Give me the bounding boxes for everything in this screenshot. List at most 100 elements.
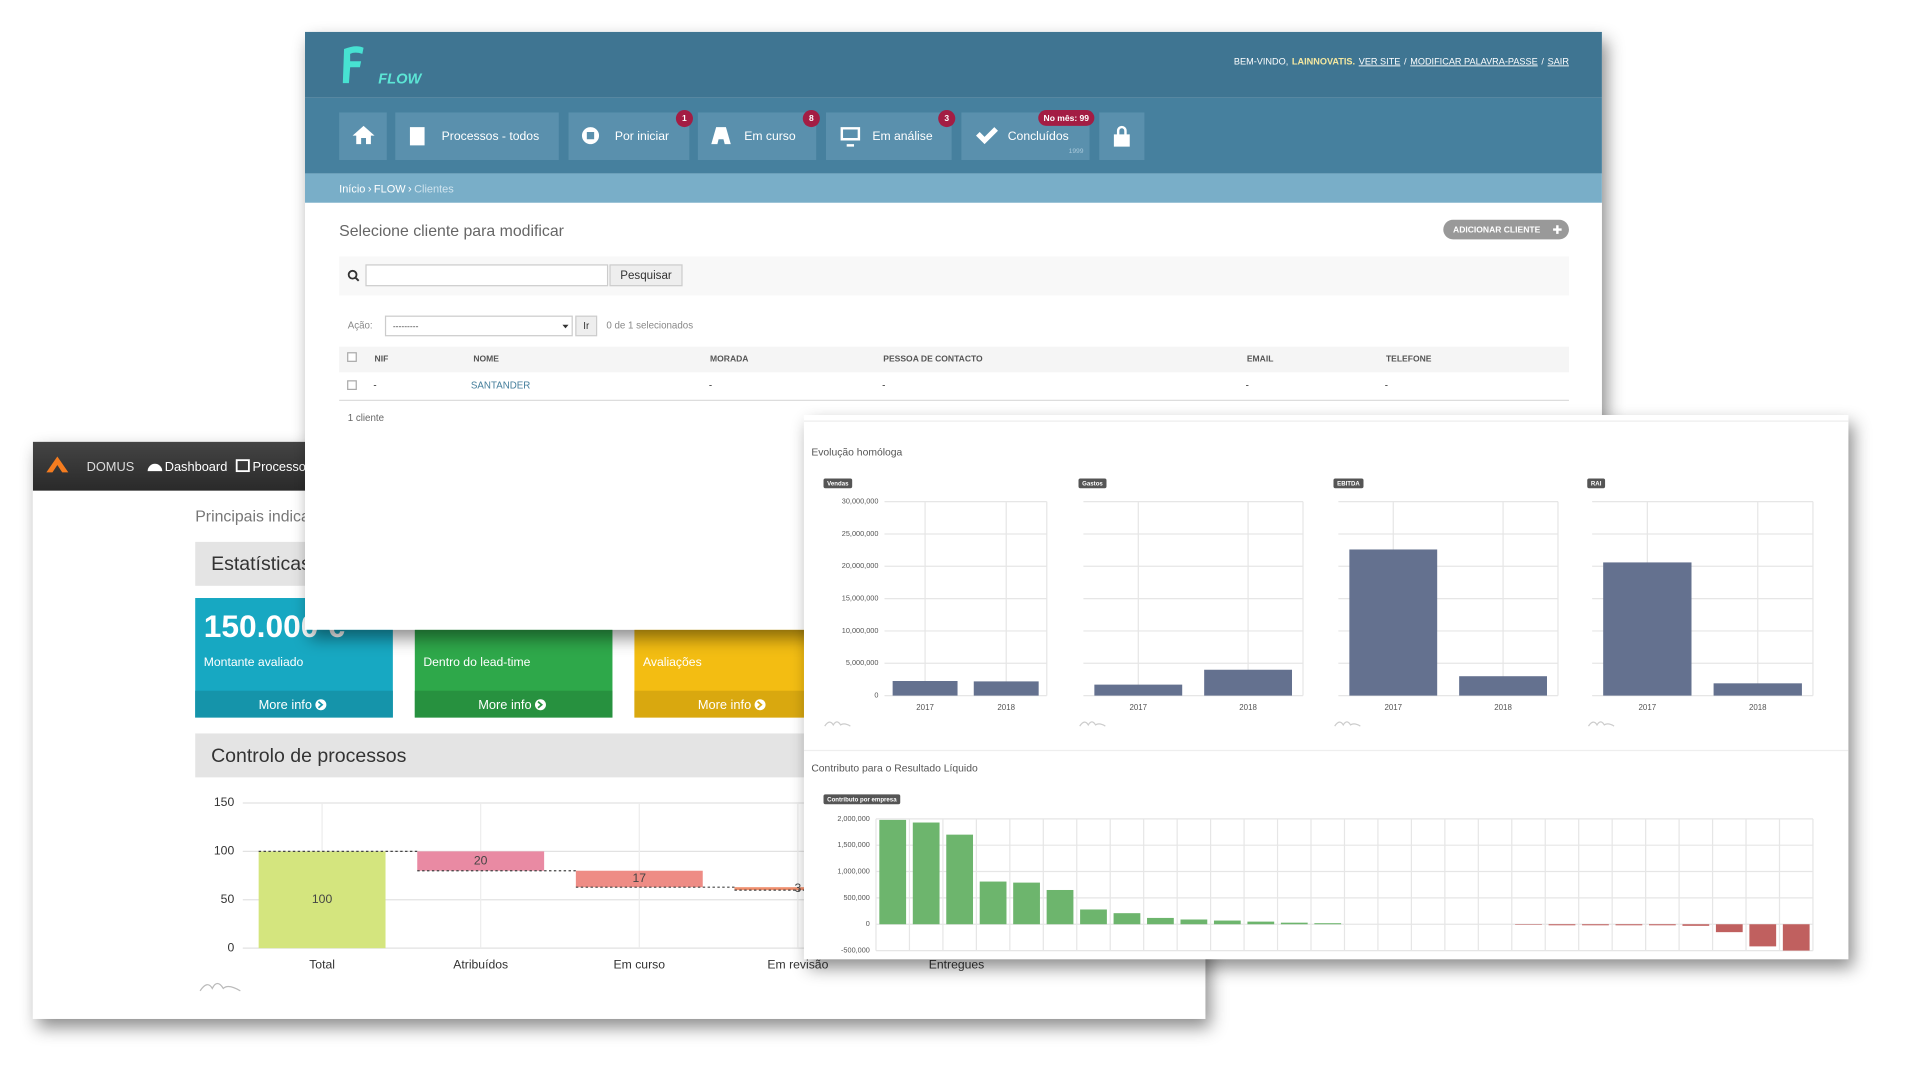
chart-title: Vendas bbox=[827, 480, 849, 487]
y-tick-label: 15,000,000 bbox=[842, 594, 879, 603]
bar bbox=[1046, 889, 1074, 925]
page-heading: Selecione cliente para modificar bbox=[339, 223, 565, 240]
waterfall-bar bbox=[734, 887, 862, 891]
bar bbox=[1713, 683, 1802, 696]
x-tick-label: Em curso bbox=[614, 957, 666, 971]
card-link[interactable]: More info bbox=[478, 697, 531, 712]
user-link[interactable]: SAIR bbox=[1548, 57, 1570, 67]
column-header: NOME bbox=[473, 354, 499, 364]
nav-label: Em análise bbox=[872, 129, 933, 143]
y-tick-label: 50 bbox=[221, 892, 235, 906]
nav-label: Por iniciar bbox=[615, 129, 669, 143]
chart-title: Contributo por empresa bbox=[827, 796, 897, 803]
data-label: 100 bbox=[312, 892, 333, 906]
bar bbox=[973, 681, 1039, 696]
bar bbox=[1782, 924, 1810, 951]
chart-icon bbox=[824, 721, 851, 727]
y-tick-label: 20,000,000 bbox=[842, 561, 879, 570]
user-link[interactable]: MODIFICAR PALAVRA-PASSE bbox=[1410, 57, 1538, 67]
breadcrumb-item[interactable]: Início bbox=[339, 183, 365, 195]
bar bbox=[979, 881, 1007, 925]
bar bbox=[1213, 920, 1241, 925]
home-icon bbox=[352, 125, 375, 145]
nav-label: Processos - todos bbox=[442, 129, 540, 143]
nav-label: Concluídos bbox=[1008, 129, 1069, 143]
link-separator: / bbox=[1541, 57, 1544, 67]
chart-icon bbox=[1587, 721, 1615, 727]
domus-logo bbox=[46, 456, 69, 473]
y-tick-label: 0 bbox=[866, 919, 870, 928]
bar bbox=[1013, 882, 1040, 925]
plus-icon bbox=[1553, 225, 1562, 234]
y-tick-label: 5,000,000 bbox=[846, 658, 879, 667]
y-tick-label: 25,000,000 bbox=[842, 529, 879, 538]
table-header bbox=[339, 346, 1569, 373]
x-tick-label: 2018 bbox=[1749, 703, 1767, 712]
y-tick-label: 500,000 bbox=[843, 893, 869, 902]
bar bbox=[1459, 676, 1547, 696]
checkbox[interactable] bbox=[347, 352, 357, 362]
select-arrow bbox=[562, 324, 569, 329]
chart-badge bbox=[823, 478, 853, 489]
section-title: Estatísticas bbox=[211, 553, 311, 575]
y-tick-label: 1,000,000 bbox=[837, 866, 870, 875]
link-separator: / bbox=[1404, 57, 1407, 67]
nav-button[interactable] bbox=[825, 112, 952, 161]
chart-badge bbox=[1333, 478, 1364, 489]
card-link[interactable]: More info bbox=[698, 697, 751, 712]
breadcrumb-item[interactable]: FLOW bbox=[374, 183, 406, 195]
breadcrumb-bar bbox=[305, 173, 1602, 203]
column-header: MORADA bbox=[710, 354, 748, 364]
breadcrumb-separator: › bbox=[368, 183, 372, 195]
y-tick-label: 150 bbox=[214, 795, 235, 809]
section-header bbox=[195, 733, 806, 778]
chart-badge bbox=[823, 794, 901, 805]
nav-icon bbox=[976, 127, 998, 145]
nav-button[interactable] bbox=[568, 112, 690, 161]
bar bbox=[1515, 924, 1542, 925]
card-link[interactable]: More info bbox=[259, 697, 312, 712]
flow-logo: FLOW bbox=[378, 71, 422, 87]
chart-badge bbox=[1078, 478, 1107, 489]
breadcrumb: Início › FLOW › Clientes bbox=[339, 183, 454, 195]
nav-sub: 1999 bbox=[1069, 148, 1084, 155]
bar bbox=[912, 822, 940, 925]
section-title: Controlo de processos bbox=[211, 745, 407, 767]
section-title: Contributo para o Resultado Líquido bbox=[811, 764, 978, 775]
add-button[interactable] bbox=[1443, 219, 1569, 240]
bar bbox=[1682, 924, 1710, 926]
data-label: 20 bbox=[474, 853, 488, 867]
column-header: TELEFONE bbox=[1386, 354, 1432, 364]
add-button-label: ADICIONAR CLIENTE bbox=[1453, 224, 1541, 234]
x-tick-label: Total bbox=[309, 957, 335, 971]
action-go[interactable] bbox=[575, 315, 598, 337]
client-link[interactable]: SANTANDER bbox=[471, 380, 530, 391]
x-tick-label: 2017 bbox=[1639, 703, 1657, 712]
badge bbox=[675, 110, 693, 128]
badge-text: No mês: 99 bbox=[1044, 113, 1090, 123]
x-tick-label: 2017 bbox=[916, 703, 934, 712]
y-tick-label: 1,500,000 bbox=[837, 840, 870, 849]
flow-logo-mark bbox=[342, 46, 364, 84]
chart-title: EBITDA bbox=[1337, 480, 1360, 487]
bar bbox=[1204, 669, 1293, 696]
checkbox[interactable] bbox=[347, 380, 357, 390]
chart-title: RAI bbox=[1591, 480, 1602, 487]
user-link[interactable]: VER SITE bbox=[1359, 57, 1401, 67]
analytics-window: Evolução homóloga Contributo para o Resul… bbox=[803, 415, 1849, 960]
bar bbox=[1749, 924, 1777, 947]
nav-link[interactable]: Processos bbox=[253, 459, 313, 474]
column-header: NIF bbox=[375, 354, 389, 364]
nav-link[interactable]: Dashboard bbox=[165, 459, 228, 474]
lock-icon bbox=[1113, 125, 1130, 147]
user-name: LAINNOVATIS. bbox=[1292, 57, 1355, 67]
x-tick-label: 2018 bbox=[1239, 703, 1257, 712]
result-count: 1 cliente bbox=[348, 413, 384, 424]
search-input[interactable] bbox=[365, 264, 609, 287]
action-select[interactable] bbox=[384, 315, 573, 337]
card-label: Montante avaliado bbox=[204, 655, 304, 669]
table-cell: - bbox=[1385, 380, 1388, 391]
processos-icon bbox=[235, 459, 250, 473]
search-button[interactable] bbox=[609, 264, 683, 287]
